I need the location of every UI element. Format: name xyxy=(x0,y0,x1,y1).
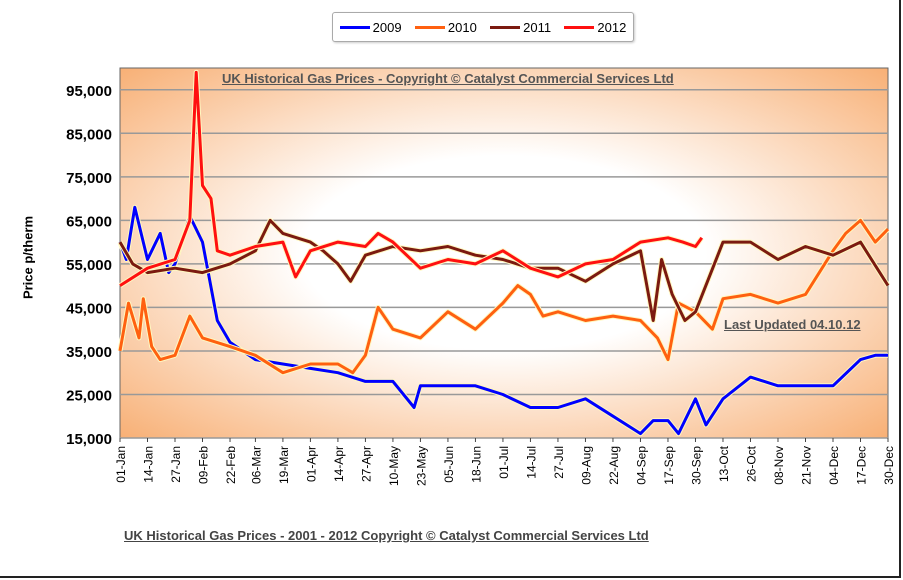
x-tick-label: 01-Jan xyxy=(114,446,128,483)
y-tick-label: 45,000 xyxy=(66,300,112,317)
x-tick-label: 14-Jan xyxy=(142,446,156,483)
x-tick-label: 27-Jul xyxy=(552,446,566,479)
x-tick-label: 30-Sep xyxy=(689,446,703,485)
x-tick-label: 14-Jul xyxy=(524,446,538,479)
y-tick-label: 55,000 xyxy=(66,257,112,274)
legend-item-2009: 2009 xyxy=(339,19,402,35)
series-line-2012 xyxy=(119,70,704,287)
x-tick-label: 14-Apr xyxy=(332,446,346,482)
legend-label: 2012 xyxy=(597,19,627,35)
legend-swatch xyxy=(414,25,445,29)
legend-item-2012: 2012 xyxy=(564,20,626,35)
x-tick-label: 30-Dec xyxy=(882,446,896,485)
x-tick-label: 04-Dec xyxy=(827,446,841,485)
y-tick-label: 75,000 xyxy=(66,170,112,187)
x-tick-label: 06-Mar xyxy=(249,446,263,484)
legend-label: 2009 xyxy=(372,19,402,35)
x-tick-label: 22-Aug xyxy=(607,446,621,485)
y-tick-label: 25,000 xyxy=(66,387,112,404)
x-tick-label: 04-Sep xyxy=(634,446,648,485)
x-tick-label: 19-Mar xyxy=(277,446,291,484)
footer-link[interactable]: UK Historical Gas Prices - 2001 - 2012 C… xyxy=(124,528,649,543)
x-tick-label: 27-Jan xyxy=(169,446,183,483)
y-tick-label: 35,000 xyxy=(66,344,112,361)
chart-title: UK Historical Gas Prices - Copyright © C… xyxy=(222,71,674,86)
series-line-2010 xyxy=(118,218,890,375)
x-tick-label: 05-Jun xyxy=(442,446,456,483)
x-tick-label: 26-Oct xyxy=(744,445,758,482)
legend-swatch xyxy=(490,25,521,29)
x-tick-label: 01-Jul xyxy=(497,446,511,479)
y-axis-label: Price p/therm xyxy=(20,215,36,300)
legend-item-2010: 2010 xyxy=(414,19,477,35)
legend: 2009 2010 2011 2012 xyxy=(332,12,634,42)
x-tick-label: 09-Feb xyxy=(197,446,211,484)
y-tick-label: 95,000 xyxy=(66,83,112,100)
x-tick-label: 08-Nov xyxy=(772,446,786,485)
x-tick-label: 21-Nov xyxy=(799,446,813,485)
legend-swatch xyxy=(339,25,370,29)
x-tick-label: 23-May xyxy=(414,446,428,486)
x-tick-label: 13-Oct xyxy=(717,445,731,482)
x-tick-label: 01-Apr xyxy=(304,446,318,482)
last-updated-annotation: Last Updated 04.10.12 xyxy=(724,317,861,332)
x-tick-label: 09-Aug xyxy=(579,446,593,485)
x-tick-label: 18-Jun xyxy=(469,446,483,483)
y-tick-label: 65,000 xyxy=(66,213,112,230)
legend-swatch xyxy=(564,25,595,29)
x-tick-label: 10-May xyxy=(387,446,401,486)
y-tick-label: 85,000 xyxy=(66,126,112,143)
legend-label: 2011 xyxy=(523,19,552,35)
legend-item-2011: 2011 xyxy=(490,20,551,35)
x-tick-label: 27-Apr xyxy=(359,446,373,482)
x-tick-label: 17-Dec xyxy=(854,446,868,485)
x-tick-label: 22-Feb xyxy=(224,446,238,484)
legend-label: 2010 xyxy=(447,19,477,35)
y-tick-label: 15,000 xyxy=(66,431,112,448)
x-tick-label: 17-Sep xyxy=(662,446,676,485)
